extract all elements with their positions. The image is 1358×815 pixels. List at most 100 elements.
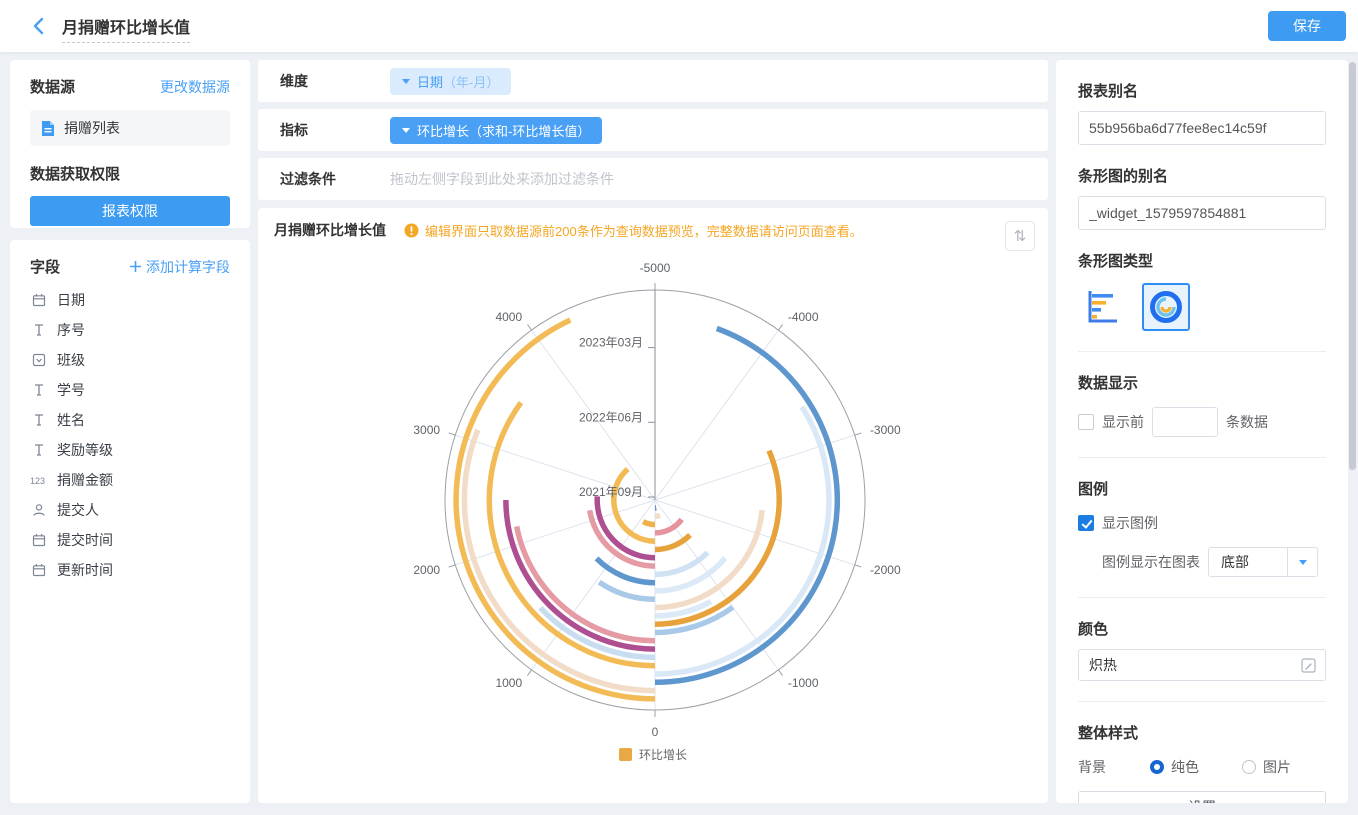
datasource-item[interactable]: 捐赠列表 [30,110,230,146]
select-icon [30,352,48,368]
legend-section-title: 图例 [1078,481,1109,498]
field-item[interactable]: 班级 [30,345,230,375]
text-icon [30,322,48,338]
field-item-label: 班级 [57,352,85,368]
field-item-label: 捐赠金额 [57,472,113,488]
color-scheme-select[interactable]: 炽热 [1078,649,1326,681]
sort-button[interactable]: ⇅ [1005,221,1035,251]
solid-color-radio[interactable] [1150,760,1164,774]
field-item[interactable]: 123 捐赠金额 [30,465,230,495]
color-section-title: 颜色 [1078,621,1109,638]
field-item[interactable]: 学号 [30,375,230,405]
show-first-count-input[interactable] [1152,407,1218,437]
datasource-panel: 数据源 更改数据源 捐赠列表 数据获取权限 报表权限 [10,60,250,228]
field-item-label: 提交人 [57,502,99,518]
field-item-label: 学号 [57,382,85,398]
scrollbar[interactable] [1349,62,1356,470]
field-item[interactable]: 姓名 [30,405,230,435]
save-button[interactable]: 保存 [1268,11,1346,41]
fields-title: 字段 [30,259,61,276]
field-item[interactable]: 奖励等级 [30,435,230,465]
datasource-title: 数据源 [30,79,76,96]
legend-position-label: 图例显示在图表 [1102,554,1200,570]
fields-list: 日期 序号班级学号姓名奖励等级 123 捐赠金额提交人提交时间更新时间 [30,285,230,585]
field-item[interactable]: 日期 [30,285,230,315]
metric-label: 指标 [280,122,308,138]
field-item[interactable]: 更新时间 [30,555,230,585]
calendar-icon [30,562,48,578]
permission-title: 数据获取权限 [30,166,121,183]
polar-bar-chart: 2021年09月 2022年06月 2023年03月 -5000 -4000 -3000 -… [413,261,901,739]
back-chevron-icon [33,17,44,35]
metric-row: 指标 环比增长（求和-环比增长值） [258,109,1048,151]
field-item[interactable]: 提交人 [30,495,230,525]
solid-color-label: 纯色 [1171,759,1199,775]
document-icon [42,120,54,136]
show-first-label: 显示前 [1102,414,1144,430]
show-first-suffix: 条数据 [1226,414,1268,430]
svg-text:-3000: -3000 [870,423,901,437]
svg-text:2000: 2000 [413,563,440,577]
filter-drop-placeholder: 拖动左侧字段到此处来添加过滤条件 [390,171,614,187]
chart-type-option-polar[interactable] [1142,283,1190,331]
fields-panel: 字段 添加计算字段 日期 序号班级学号姓名奖励等级 123 捐赠金额提交人提交时间更新… [10,240,250,803]
widget-alias-label: 条形图的别名 [1078,168,1169,185]
data-display-title: 数据显示 [1078,375,1139,392]
image-bg-label: 图片 [1263,759,1291,775]
polar-chart-icon [1150,291,1182,323]
back-button[interactable] [26,14,50,38]
topbar: 月捐赠环比增长值 保存 [0,0,1358,52]
svg-text:3000: 3000 [413,423,440,437]
background-settings-button[interactable]: 设置 [1078,791,1326,803]
chart-type-option-bar[interactable] [1078,283,1126,331]
image-bg-radio[interactable] [1242,760,1256,774]
chevron-down-icon [1298,559,1307,565]
calendar-icon [30,532,48,548]
filter-row[interactable]: 过滤条件 拖动左侧字段到此处来添加过滤条件 [258,158,1048,200]
report-permission-button[interactable]: 报表权限 [30,196,230,226]
show-first-checkbox[interactable] [1078,414,1094,430]
svg-text:2023年03月: 2023年03月 [579,336,643,350]
svg-text:123: 123 [30,476,45,486]
field-item[interactable]: 序号 [30,315,230,345]
text-icon [30,442,48,458]
widget-alias-input[interactable] [1078,196,1326,230]
plus-icon [130,261,141,272]
metric-tag[interactable]: 环比增长（求和-环比增长值） [390,116,603,144]
style-section-title: 整体样式 [1078,725,1139,742]
svg-text:4000: 4000 [495,310,522,324]
chart-title: 月捐赠环比增长值 [274,222,386,238]
bar-chart-icon [1088,291,1117,323]
sort-icon: ⇅ [1013,227,1027,245]
svg-text:0: 0 [652,725,659,739]
svg-text:-2000: -2000 [870,563,901,577]
filter-label: 过滤条件 [280,171,336,187]
field-item[interactable]: 提交时间 [30,525,230,555]
warning-icon [404,223,419,237]
show-legend-label: 显示图例 [1102,515,1158,531]
chart-legend[interactable]: 环比增长 [258,746,1048,763]
legend-swatch [618,748,632,761]
svg-text:1000: 1000 [495,676,522,690]
text-icon [30,412,48,428]
field-item-label: 更新时间 [57,562,113,578]
change-datasource-link[interactable]: 更改数据源 [160,78,230,95]
number-icon: 123 [30,472,48,488]
svg-text:-4000: -4000 [788,310,819,324]
field-item-label: 姓名 [57,412,85,428]
chevron-down-icon [402,78,410,84]
legend-position-select[interactable]: 底部 [1208,547,1318,577]
add-calc-field-link[interactable]: 添加计算字段 [129,257,230,277]
edit-icon[interactable] [1301,657,1316,673]
svg-text:2022年06月: 2022年06月 [579,410,643,424]
chevron-down-icon [402,127,410,133]
dimension-tag[interactable]: 日期（年-月） [390,67,512,95]
user-icon [30,502,48,518]
report-alias-input[interactable] [1078,111,1326,145]
page-title: 月捐赠环比增长值 [62,14,191,43]
preview-warning-text: 编辑界面只取数据源前200条作为查询数据预览，完整数据请访问页面查看。 [425,223,863,239]
show-legend-checkbox[interactable] [1078,515,1094,531]
svg-text:-1000: -1000 [788,676,819,690]
calendar-icon [30,292,48,308]
dimension-row: 维度 日期（年-月） [258,60,1048,102]
